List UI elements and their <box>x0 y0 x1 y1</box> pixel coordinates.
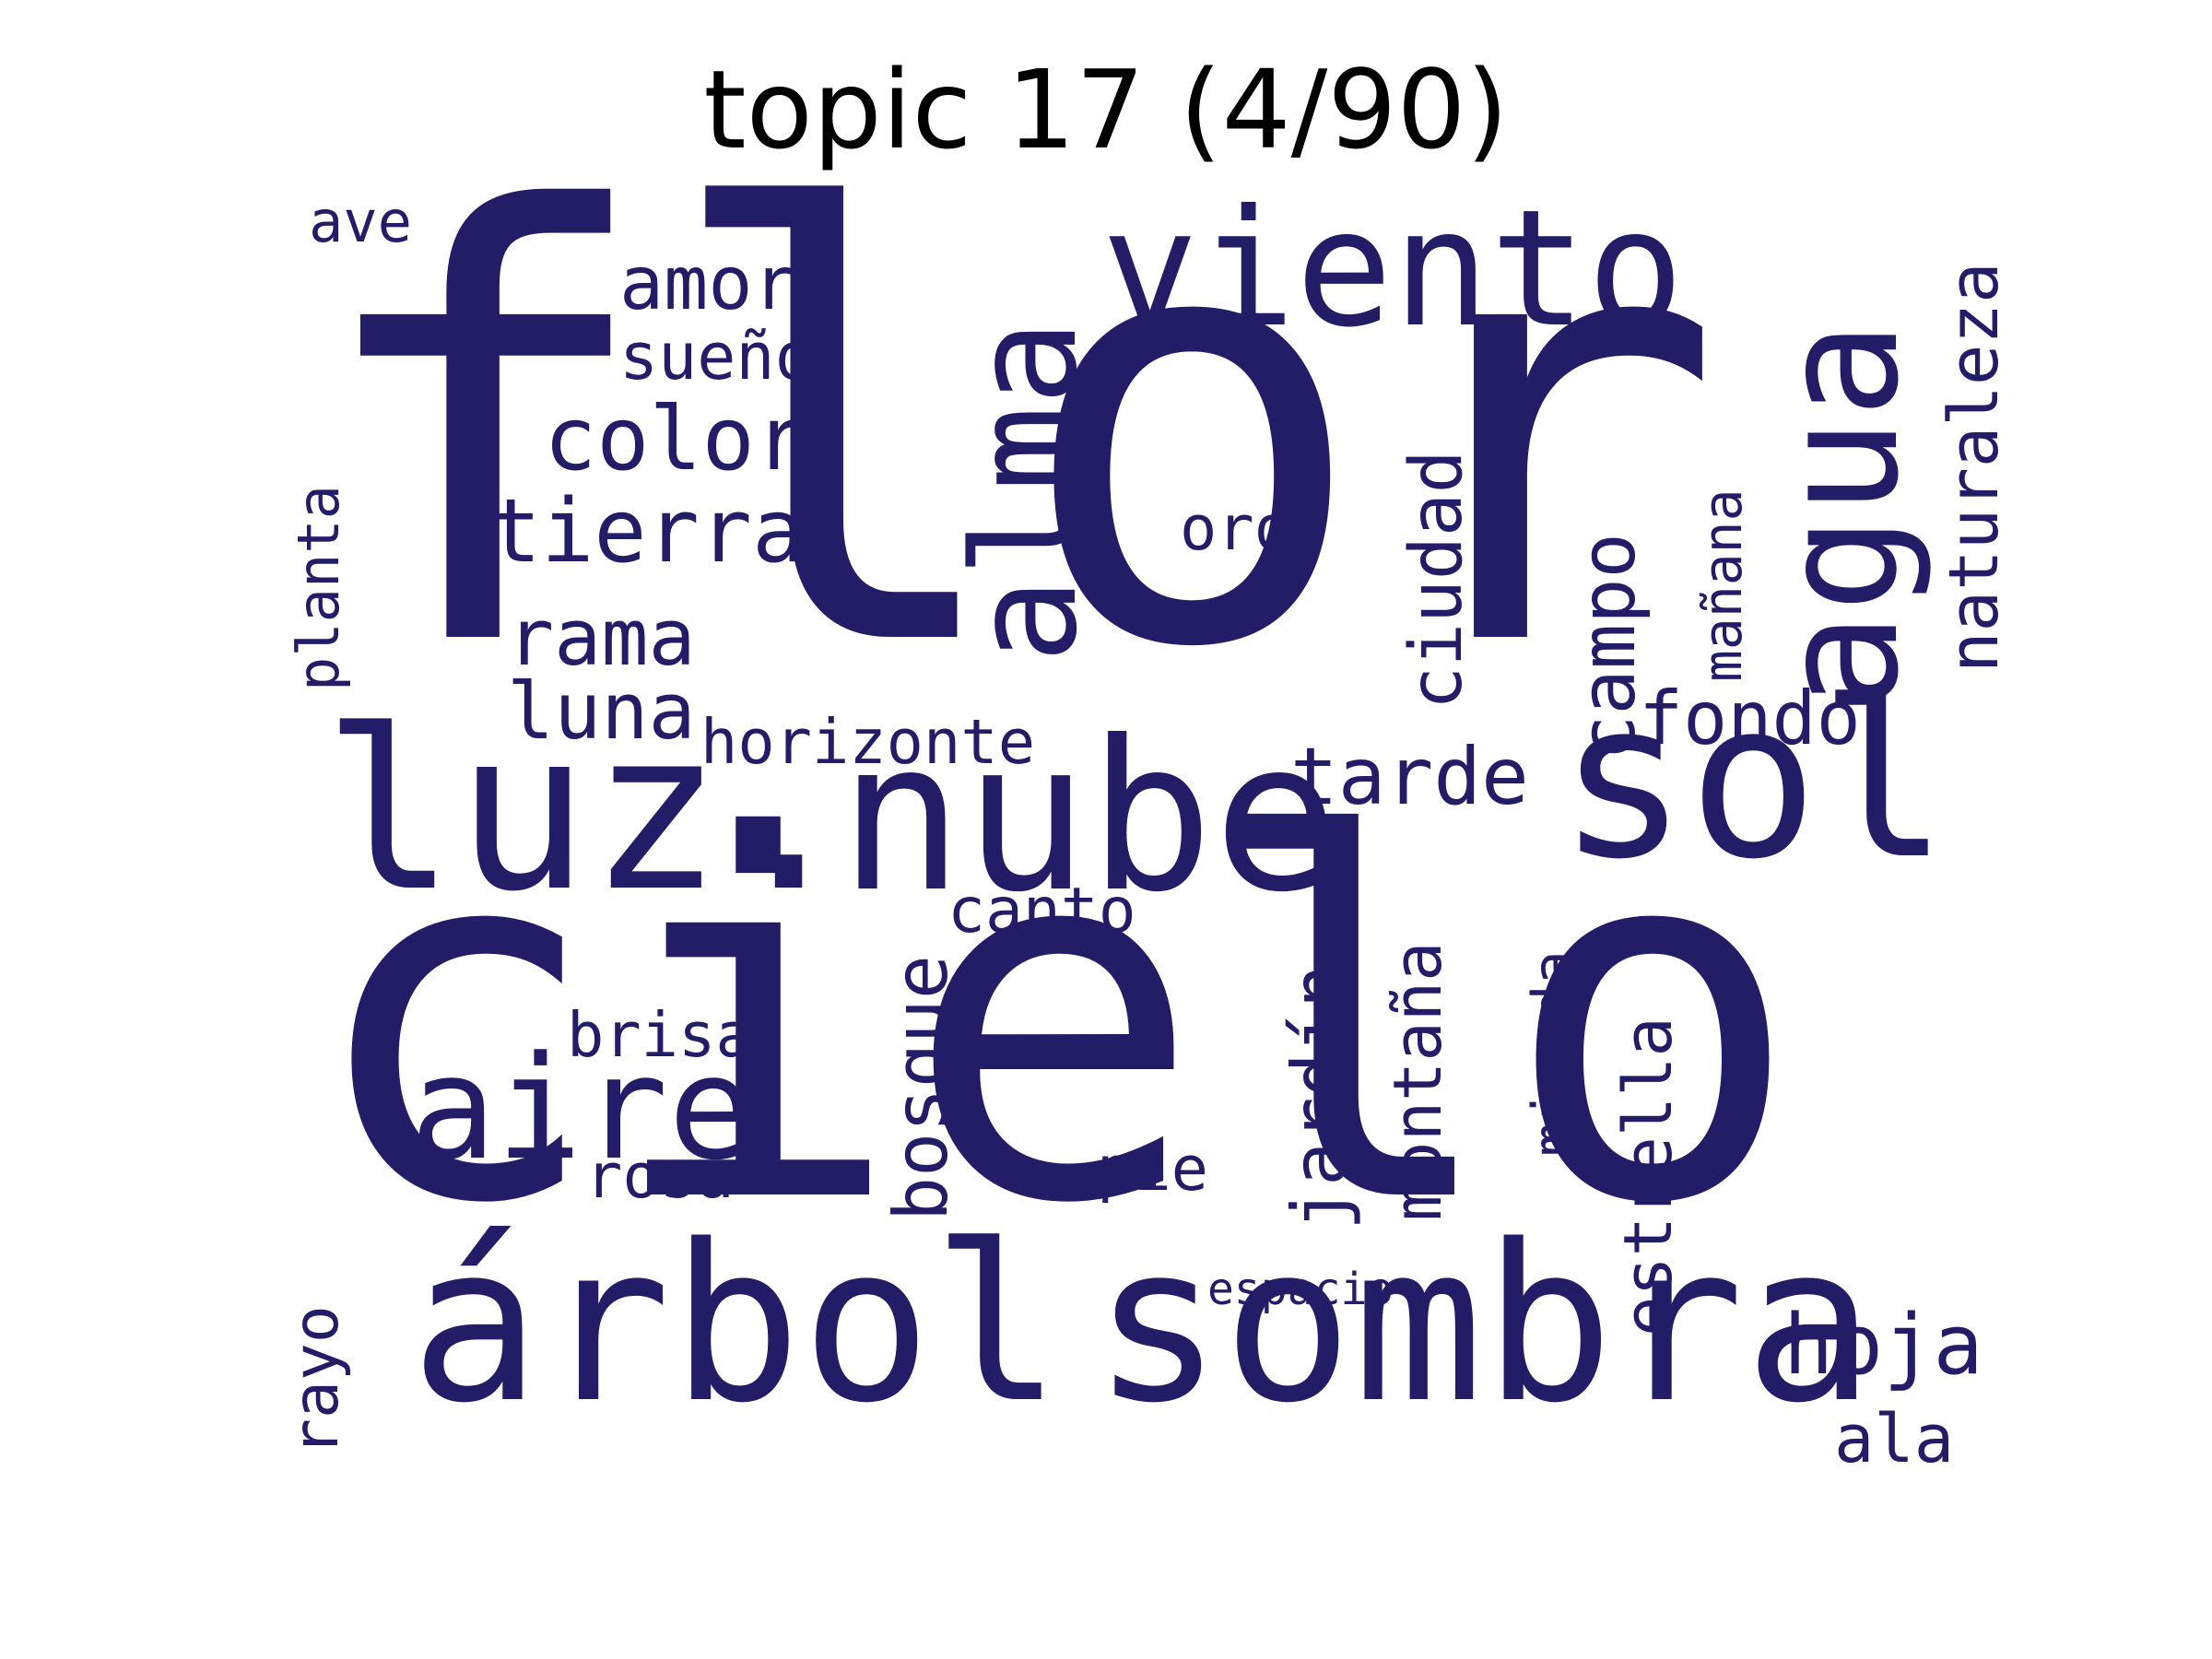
cloud-word: aire <box>410 1025 755 1192</box>
cloud-word: mirada <box>1520 950 1587 1157</box>
cloud-word: alma <box>942 319 1109 664</box>
cloud-word: ciudad <box>1395 450 1478 710</box>
cloud-word: agua <box>1747 321 1935 710</box>
cloud-word: ave <box>309 188 412 255</box>
cloud-word: cielo <box>304 734 1803 1312</box>
cloud-word: sombra <box>1092 1199 1875 1451</box>
cloud-word: sol <box>1558 655 1949 907</box>
cloud-word: sueño <box>619 319 814 394</box>
cloud-word: horizonte <box>700 706 1036 778</box>
cloud-word: montaña <box>1379 941 1456 1221</box>
cloud-word: fondo <box>1639 676 1861 761</box>
cloud-word: oro <box>1180 492 1292 564</box>
cloud-word: nube <box>839 697 1338 938</box>
cloud-word: hoja <box>1783 1297 1983 1394</box>
cloud-word: luna <box>507 666 696 758</box>
cloud-word: amor <box>619 241 797 326</box>
cloud-word: estrella <box>1609 1017 1687 1336</box>
cloud-word: campo <box>1565 533 1653 760</box>
cloud-word: árbol <box>410 1199 1063 1451</box>
cloud-word: tierra <box>488 481 806 582</box>
cloud-title: topic 17 (4/90) <box>703 46 1509 173</box>
cloud-word: rama <box>507 593 696 684</box>
cloud-word: luz. <box>323 682 855 940</box>
cloud-word: rayo <box>280 1305 353 1456</box>
cloud-word: naturaleza <box>1935 262 2014 673</box>
cloud-word: espacio <box>1207 1264 1394 1315</box>
cloud-word: viento <box>1101 176 1685 363</box>
cloud-word: canto <box>947 875 1136 947</box>
cloud-word: rosa <box>585 1140 735 1212</box>
cloud-word: jardín <box>1277 964 1362 1230</box>
cloud-word: ala <box>1834 1400 1955 1477</box>
cloud-word: tarde <box>1290 731 1529 823</box>
cloud-word: brisa <box>567 999 753 1071</box>
cloud-word: mañana <box>1691 488 1754 682</box>
cloud-word: bosque <box>878 955 964 1221</box>
cloud-word: color <box>544 389 807 490</box>
cloud-word: pie <box>1097 1133 1209 1205</box>
cloud-word: flor <box>304 89 1725 776</box>
cloud-word: planta <box>285 485 352 691</box>
